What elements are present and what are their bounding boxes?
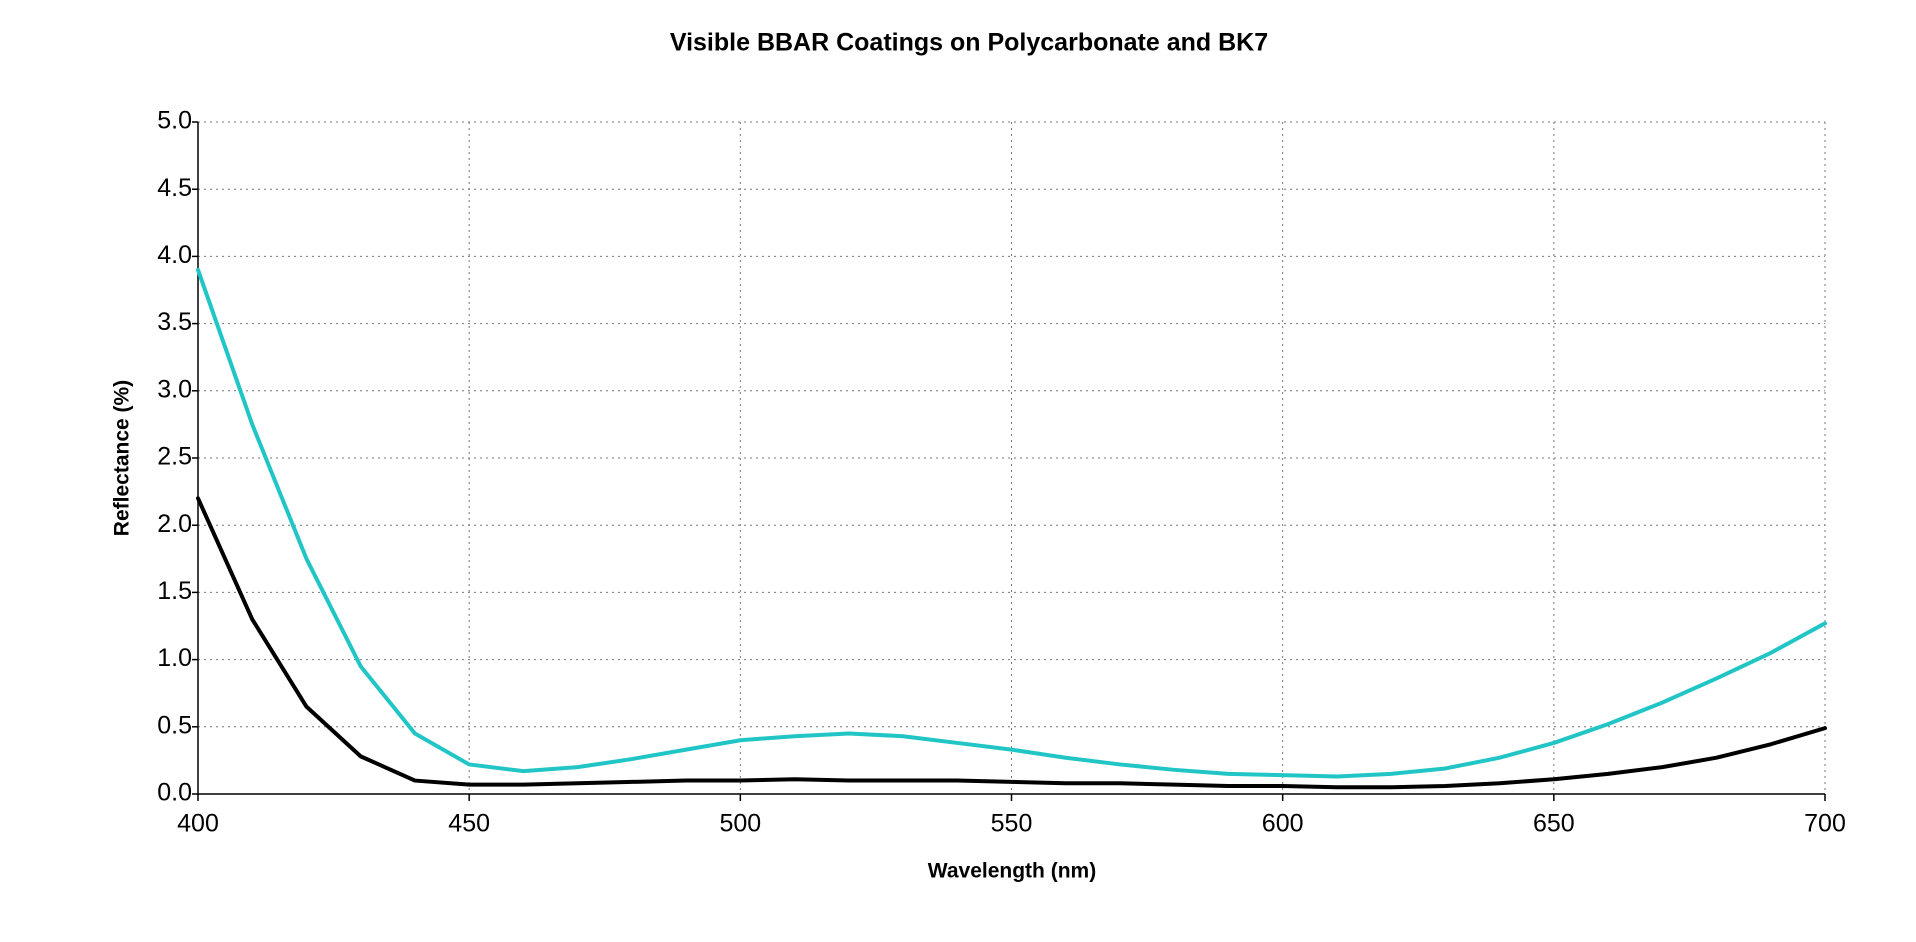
x-tick-label: 450 (448, 810, 490, 838)
x-tick-label: 600 (1262, 810, 1304, 838)
y-tick-label: 3.0 (157, 375, 192, 403)
y-tick-label: 1.5 (157, 577, 192, 605)
x-tick-label: 700 (1804, 810, 1846, 838)
y-tick-label: 4.0 (157, 241, 192, 269)
y-tick-label: 2.5 (157, 443, 192, 471)
y-tick-label: 3.5 (157, 308, 192, 336)
x-axis-title: Wavelength (nm) (928, 860, 1096, 883)
y-tick-label: 0.0 (157, 779, 192, 807)
y-tick-label: 4.5 (157, 174, 192, 202)
y-tick-label: 0.5 (157, 711, 192, 739)
x-tick-label: 650 (1533, 810, 1575, 838)
y-tick-label: 1.0 (157, 644, 192, 672)
x-tick-label: 500 (719, 810, 761, 838)
y-axis-title: Reflectance (%) (111, 380, 134, 536)
x-tick-label: 550 (991, 810, 1033, 838)
chart-title: Visible BBAR Coatings on Polycarbonate a… (670, 29, 1268, 57)
series-line (196, 496, 1827, 790)
series-line (196, 267, 1827, 779)
y-tick-label: 2.0 (157, 510, 192, 538)
y-tick-label: 5.0 (157, 107, 192, 135)
x-tick-label: 400 (177, 810, 219, 838)
